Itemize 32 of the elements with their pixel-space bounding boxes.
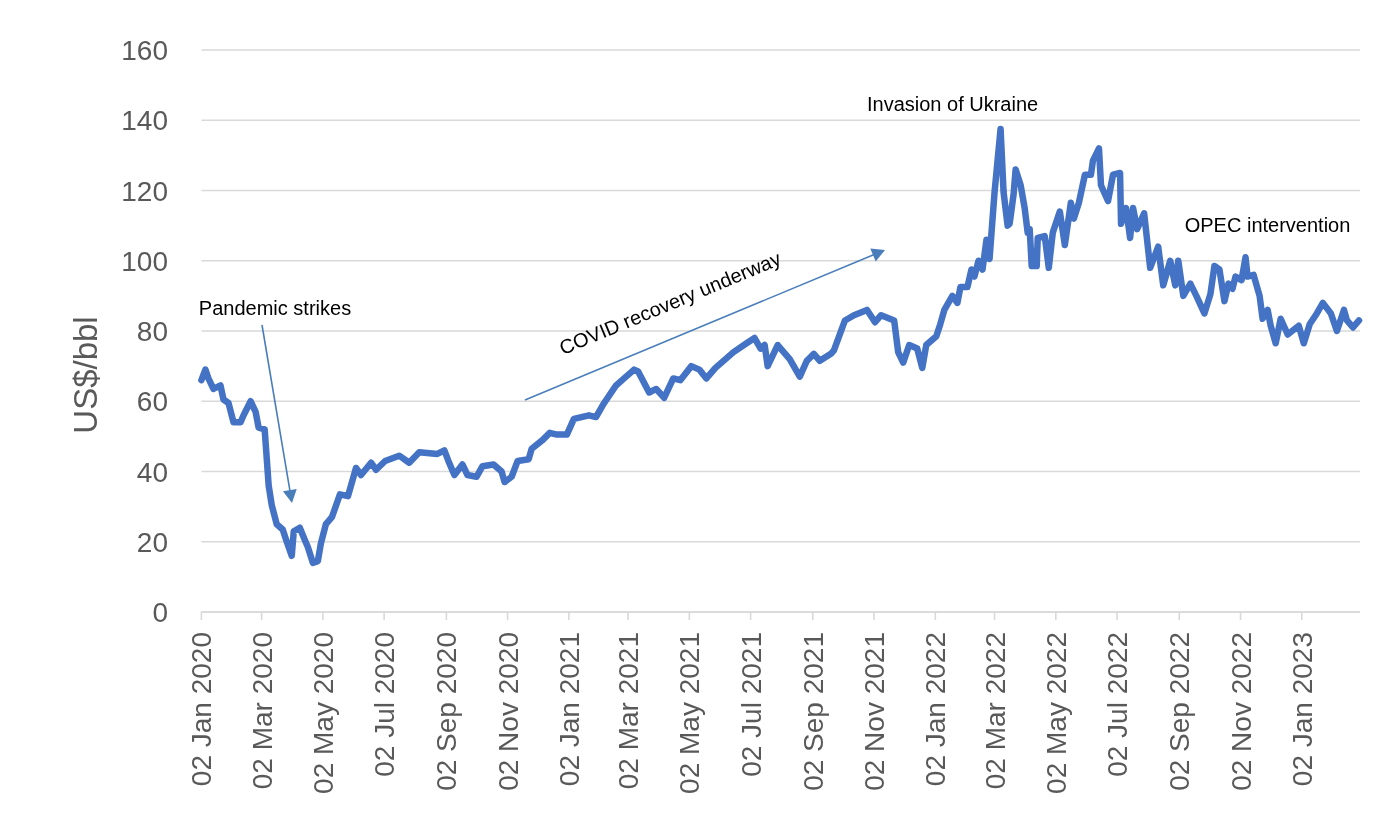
x-tick-label: 02 Nov 2022 bbox=[1225, 632, 1257, 791]
x-tick-label: 02 Mar 2020 bbox=[246, 632, 278, 790]
x-tick-label: 02 Jul 2022 bbox=[1101, 632, 1133, 777]
x-tick-label: 02 Nov 2021 bbox=[858, 632, 890, 791]
annotation: Invasion of Ukraine bbox=[866, 93, 1039, 116]
x-tick-label: 02 Jan 2020 bbox=[185, 632, 217, 787]
y-tick-label: 120 bbox=[121, 175, 168, 206]
x-tick-label: 02 May 2020 bbox=[307, 632, 339, 794]
annotation: OPEC intervention bbox=[1184, 214, 1351, 237]
x-tick-label: 02 May 2021 bbox=[673, 632, 705, 794]
x-tick-label: 02 Jan 2021 bbox=[553, 632, 585, 787]
y-tick-label: 60 bbox=[136, 385, 168, 417]
y-tick-label: 0 bbox=[152, 596, 168, 628]
y-tick-label: 20 bbox=[136, 526, 168, 558]
y-tick-label: 100 bbox=[121, 245, 168, 277]
x-tick-label: 02 May 2022 bbox=[1040, 632, 1072, 794]
y-tick-label: 140 bbox=[121, 104, 168, 136]
x-tick-label: 02 Jan 2023 bbox=[1286, 632, 1318, 787]
x-tick-label: 02 Jul 2020 bbox=[368, 632, 400, 777]
x-tick-label: 02 Mar 2022 bbox=[979, 632, 1011, 790]
x-tick-label: 02 Mar 2021 bbox=[612, 632, 644, 790]
x-tick-label: 02 Nov 2020 bbox=[492, 632, 524, 791]
x-tick-label: 02 Jan 2022 bbox=[919, 632, 951, 787]
x-tick-label: 02 Sep 2022 bbox=[1163, 632, 1195, 791]
x-tick-label: 02 Jul 2021 bbox=[735, 632, 767, 777]
x-tick-label: 02 Sep 2020 bbox=[430, 632, 462, 791]
y-axis-title: US$/bbl bbox=[66, 316, 104, 434]
y-tick-label: 160 bbox=[121, 34, 168, 66]
x-tick-label: 02 Sep 2021 bbox=[797, 632, 829, 791]
annotation: Pandemic strikes bbox=[198, 297, 352, 319]
y-tick-label: 40 bbox=[136, 456, 168, 487]
y-tick-label: 80 bbox=[136, 315, 168, 347]
